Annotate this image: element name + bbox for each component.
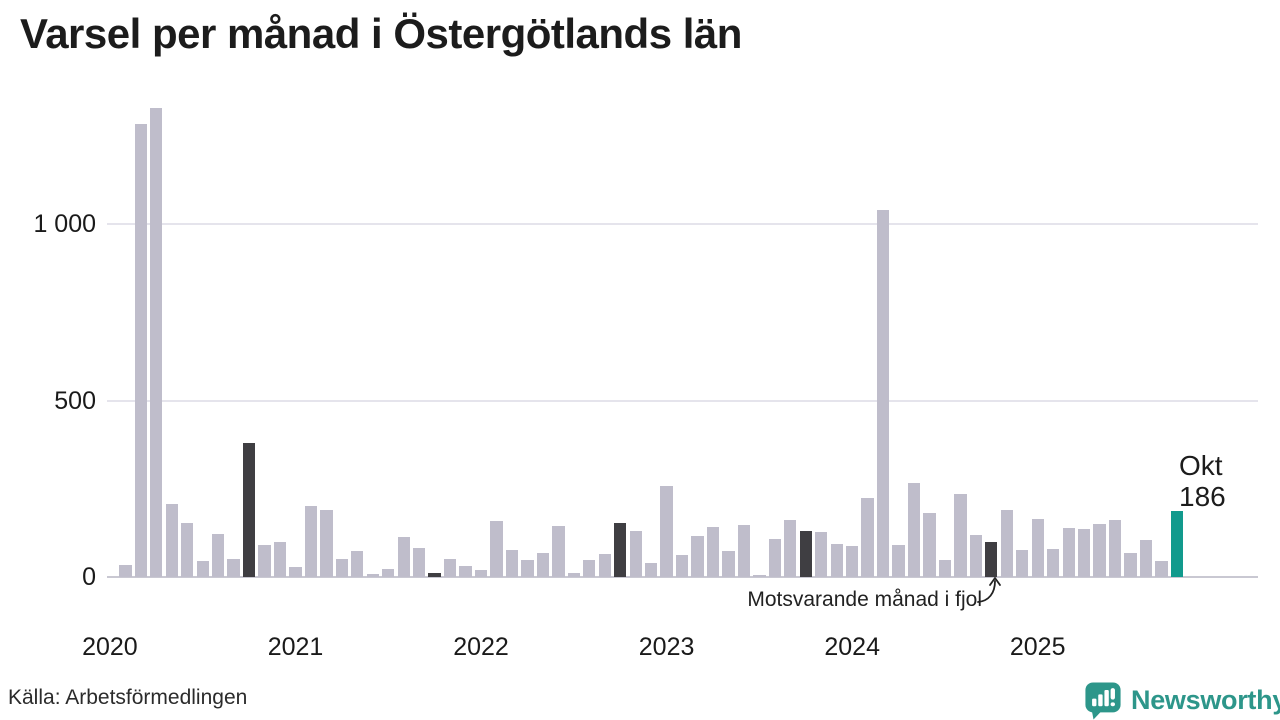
bar-2020-08 [211, 534, 225, 577]
newsworthy-bubble-chart-icon [1085, 682, 1121, 720]
bar-2020-09 [227, 558, 240, 577]
x-axis-line [107, 576, 1258, 578]
bar-2025-05 [1093, 523, 1106, 577]
bar-2020-06 [181, 523, 194, 577]
x-year-label-2021: 2021 [267, 633, 324, 661]
bar-2024-09 [969, 534, 983, 577]
gridline-1000 [107, 223, 1258, 226]
bar-2023-11 [815, 531, 828, 577]
bar-2021-05 [351, 550, 364, 577]
annotation-last-year: Motsvarande månad i fjol [747, 588, 982, 611]
x-year-label-2025: 2025 [1009, 633, 1066, 661]
bar-2025-08 [1139, 540, 1153, 577]
x-year-label-2022: 2022 [453, 633, 509, 661]
bar-2020-05 [165, 504, 178, 577]
bar-2023-06 [737, 524, 751, 577]
bar-2025-07 [1124, 552, 1137, 577]
bar-2021-03 [320, 510, 333, 577]
bar-fjol-2024-10 [985, 542, 998, 577]
bar-2022-05 [536, 553, 550, 577]
bar-2025-03 [1062, 528, 1075, 577]
bar-2024-03 [876, 210, 890, 577]
bar-2024-01 [846, 546, 859, 577]
bar-2023-04 [706, 526, 720, 577]
bar-2025-06 [1108, 520, 1122, 577]
source-caption: Källa: Arbetsförmedlingen [8, 686, 248, 709]
bar-2024-11 [1000, 509, 1013, 577]
bar-2020-12 [273, 541, 287, 577]
bar-2021-09 [413, 548, 426, 577]
current-month-label: Okt 186 [1179, 450, 1226, 512]
bar-2021-06 [366, 574, 379, 577]
bar-2022-07 [567, 573, 580, 577]
bar-2025-04 [1077, 528, 1091, 577]
bar-2020-03 [134, 123, 147, 577]
bar-2025-09 [1155, 561, 1168, 577]
bar-2022-09 [598, 554, 611, 577]
bar-2023-12 [830, 543, 843, 577]
bar-2023-07 [753, 574, 766, 577]
bar-2021-04 [335, 559, 349, 577]
bar-2025-01 [1031, 519, 1044, 577]
bar-2023-05 [722, 550, 735, 577]
newsworthy-logo: Newsworthy [1084, 681, 1280, 720]
bar-2022-12 [644, 562, 658, 577]
bar-2020-02 [119, 565, 132, 577]
current-month-name: Okt [1179, 450, 1223, 481]
bar-2024-05 [907, 482, 921, 577]
annotation-arrow-icon [977, 577, 1001, 603]
bar-2022-04 [521, 560, 534, 577]
y-tick-label: 0 [82, 563, 96, 591]
gridline-500 [107, 399, 1258, 402]
bar-2021-01 [289, 567, 302, 577]
x-year-label-2024: 2024 [824, 633, 880, 661]
bar-2023-09 [784, 520, 797, 577]
bar-fjol-2022-10 [614, 523, 627, 577]
bar-2021-07 [382, 568, 395, 577]
bar-2021-11 [443, 558, 457, 577]
bar-2022-06 [552, 525, 565, 577]
bar-2021-08 [397, 537, 410, 577]
bar-2020-07 [196, 561, 209, 577]
bar-fjol-2023-10 [799, 531, 812, 577]
bar-2022-11 [629, 531, 642, 577]
bar-2022-02 [490, 521, 503, 577]
bar-2023-01 [660, 486, 673, 577]
bar-2024-07 [938, 560, 952, 577]
bar-2024-08 [954, 493, 967, 577]
bar-2021-12 [459, 566, 472, 577]
bar-2024-02 [861, 497, 874, 577]
bar-2021-02 [304, 505, 318, 577]
bar-2024-12 [1016, 550, 1029, 577]
bar-2020-11 [258, 545, 271, 577]
bar-2023-08 [768, 539, 782, 577]
bar-fjol-2020-10 [242, 443, 256, 577]
bar-2024-06 [923, 512, 936, 577]
bar-2022-03 [505, 549, 519, 577]
bar-2025-02 [1047, 549, 1060, 577]
current-month-value: 186 [1179, 481, 1226, 512]
y-tick-label: 500 [54, 386, 96, 415]
x-year-label-2020: 2020 [82, 633, 138, 661]
bar-2022-01 [474, 569, 488, 577]
x-year-label-2023: 2023 [638, 633, 695, 661]
bar-2022-08 [583, 559, 596, 577]
bar-2024-04 [892, 544, 905, 577]
chart-title: Varsel per månad i Östergötlands län [20, 10, 742, 57]
bar-fjol-2021-10 [428, 573, 441, 577]
bar-2020-04 [150, 108, 163, 577]
newsworthy-logo-text: Newsworthy [1131, 685, 1280, 715]
y-tick-label: 1 000 [33, 210, 96, 239]
bar-current-2025-10 [1170, 511, 1184, 577]
bar-2023-02 [675, 554, 689, 577]
bar-2023-03 [691, 536, 704, 577]
